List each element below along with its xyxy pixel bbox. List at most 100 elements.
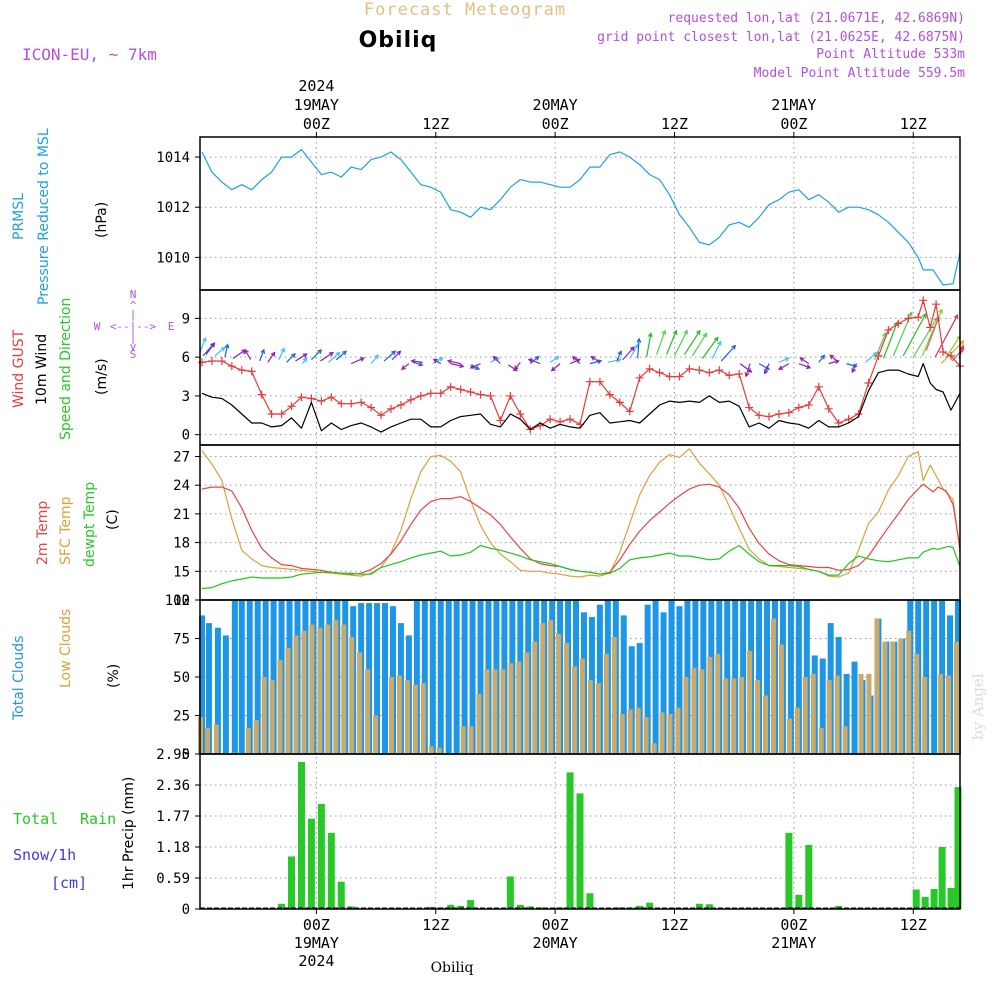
wind-arrow-head bbox=[302, 357, 308, 363]
wind-arrow-shaft bbox=[572, 356, 581, 365]
ytick-label-1-1: 3 bbox=[182, 389, 190, 405]
total-cloud-bar-57 bbox=[652, 600, 659, 754]
wind-arrow-shaft bbox=[945, 335, 961, 358]
wind-arrow-head bbox=[572, 355, 578, 361]
gust-marker-72 bbox=[914, 313, 923, 322]
wind-arrow-shaft bbox=[902, 313, 927, 357]
wind-arrow-48 bbox=[656, 329, 667, 355]
total-cloud-bar-56 bbox=[644, 604, 651, 754]
wind-arrow-shaft bbox=[470, 363, 481, 369]
total-cloud-bar-31 bbox=[445, 600, 452, 754]
wind-arrow-56 bbox=[739, 363, 753, 373]
low-cloud-bar-26 bbox=[404, 680, 410, 754]
wind-arrow-68 bbox=[851, 363, 858, 374]
gust-marker-62 bbox=[814, 382, 823, 391]
wind-arrow-head bbox=[469, 364, 475, 369]
wind-arrow-60 bbox=[778, 357, 790, 363]
low-cloud-bar-7 bbox=[253, 720, 259, 754]
wind-arrow-15 bbox=[327, 351, 341, 363]
gust-marker-50 bbox=[695, 366, 704, 375]
wind-arrow-head bbox=[302, 353, 308, 358]
gust-marker-10 bbox=[297, 393, 306, 402]
gust-marker-32 bbox=[516, 410, 525, 418]
chart-title: Forecast Meteogram bbox=[364, 0, 566, 20]
wind-arrow-shaft bbox=[800, 357, 810, 365]
panel-frame-0 bbox=[199, 136, 961, 291]
wind-arrow-head bbox=[731, 344, 737, 350]
total-cloud-bar-92 bbox=[931, 600, 938, 754]
total-cloud-bar-82 bbox=[851, 661, 858, 754]
gust-marker-1 bbox=[207, 357, 216, 366]
gust-marker-7 bbox=[267, 410, 276, 418]
total-cloud-bar-23 bbox=[382, 603, 389, 754]
dewpt-line bbox=[201, 544, 961, 590]
wind-arrow-shaft bbox=[411, 360, 423, 363]
watermark: by Angel bbox=[969, 673, 987, 740]
rain-bar-34 bbox=[938, 847, 946, 909]
wind-arrow-43 bbox=[616, 350, 622, 362]
gust-marker-46 bbox=[655, 368, 664, 377]
label-wind-gust: Wind GUST bbox=[11, 329, 27, 408]
low-cloud-bar-41 bbox=[524, 652, 530, 754]
wind-arrow-head bbox=[747, 368, 753, 373]
wind-arrow-head bbox=[806, 364, 812, 369]
total-cloud-bar-60 bbox=[676, 606, 683, 754]
wind-arrow-shaft bbox=[865, 352, 878, 363]
wind-arrow-head bbox=[959, 340, 965, 346]
ytick-label-3-2: 50 bbox=[173, 670, 190, 686]
compass-horizontal: <--|--> bbox=[110, 320, 157, 333]
rain-bar-32 bbox=[921, 896, 929, 909]
wind-arrow-shaft bbox=[529, 356, 540, 365]
gust-marker-0 bbox=[197, 358, 206, 367]
wind-arrow-shaft bbox=[934, 314, 959, 358]
label-rain: Rain bbox=[80, 810, 116, 828]
label-total-clouds: Total Clouds bbox=[11, 636, 27, 721]
wind-arrow-shaft bbox=[637, 338, 640, 359]
low-cloud-bar-8 bbox=[261, 677, 267, 754]
low-cloud-bar-91 bbox=[922, 677, 928, 754]
gust-marker-20 bbox=[396, 400, 405, 409]
rain-bar-29 bbox=[805, 844, 813, 909]
wind-arrow-head bbox=[744, 372, 750, 378]
rain-bar-31 bbox=[912, 889, 920, 909]
total-cloud-bar-34 bbox=[469, 600, 476, 754]
gust-marker-5 bbox=[247, 367, 256, 376]
gust-marker-76 bbox=[939, 348, 948, 356]
low-cloud-bar-84 bbox=[866, 673, 872, 754]
date-label-top-2: 20MAY bbox=[533, 96, 578, 114]
low-cloud-bar-85 bbox=[874, 618, 880, 754]
label-cm: [cm] bbox=[51, 874, 87, 892]
wind-arrow-shaft bbox=[224, 344, 229, 358]
low-cloud-bar-62 bbox=[691, 667, 697, 754]
label-prmsl: PRMSL bbox=[11, 193, 27, 240]
wind-arrow-2 bbox=[205, 342, 216, 355]
wind-arrow-head bbox=[672, 329, 678, 335]
total-cloud-bar-2 bbox=[214, 627, 221, 754]
label-hpa: (hPa) bbox=[94, 202, 110, 238]
wind-arrow-shaft bbox=[656, 330, 666, 355]
wind-arrow-shaft bbox=[711, 341, 722, 359]
low-cloud-bar-71 bbox=[763, 695, 769, 754]
low-cloud-bar-93 bbox=[938, 673, 944, 754]
wind-arrow-head bbox=[953, 314, 959, 320]
wind-arrow-head bbox=[554, 356, 560, 361]
gust-marker-8 bbox=[277, 410, 286, 418]
gust-marker-77 bbox=[947, 351, 956, 360]
low-cloud-bar-53 bbox=[619, 713, 625, 754]
wind-arrow-shaft bbox=[278, 348, 285, 361]
gust-marker-64 bbox=[834, 419, 843, 428]
total-cloud-bar-6 bbox=[246, 600, 253, 754]
gust-marker-58 bbox=[774, 410, 783, 418]
rain-bar-11 bbox=[457, 905, 465, 909]
low-cloud-bar-75 bbox=[794, 707, 800, 754]
ytick-label-2-4: 24 bbox=[173, 478, 190, 494]
low-cloud-bar-80 bbox=[834, 675, 840, 754]
wind-arrow-shaft bbox=[295, 353, 308, 362]
wind-arrow-shaft bbox=[391, 350, 401, 361]
rain-bar-12 bbox=[467, 900, 475, 909]
wind-arrow-head bbox=[492, 355, 498, 361]
wind-arrow-shaft bbox=[882, 321, 898, 359]
wind-arrow-shaft bbox=[925, 316, 940, 351]
compass-arrow-up: ^ bbox=[130, 299, 137, 312]
